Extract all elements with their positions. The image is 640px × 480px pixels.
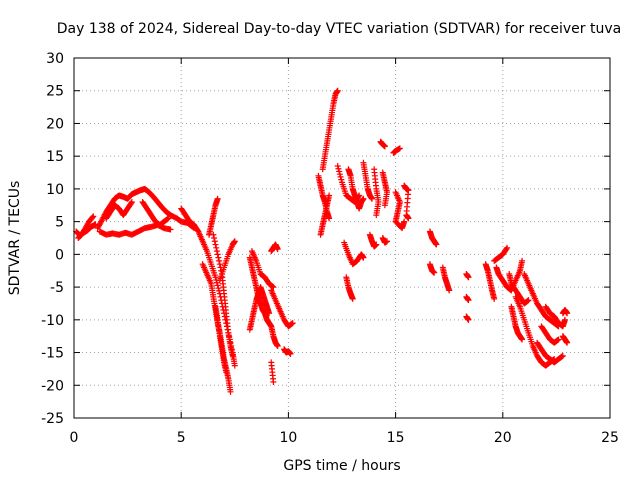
data-point-marker (229, 352, 236, 359)
data-point-marker (231, 362, 238, 369)
data-point-marker (433, 241, 440, 248)
data-point-marker (564, 339, 571, 346)
y-tick-label: 25 (46, 84, 64, 100)
y-tick-label: 30 (46, 51, 64, 67)
data-point-marker (338, 176, 345, 183)
data-point-marker (519, 336, 526, 343)
data-point-marker (369, 195, 376, 202)
data-point-marker (465, 274, 472, 281)
data-point-marker (216, 261, 223, 268)
data-point-marker (381, 202, 388, 209)
data-point-marker (336, 168, 343, 175)
data-point-marker (401, 218, 408, 225)
data-point-marker (555, 336, 562, 343)
y-tick-labels: 30 25 20 15 10 5 0 -5 -10 -15 -20 -25 (41, 51, 64, 427)
data-point-marker (504, 244, 511, 251)
data-point-marker (336, 171, 343, 178)
x-tick-label: 20 (494, 430, 512, 446)
x-axis-title: GPS time / hours (283, 458, 400, 474)
data-point-marker (360, 254, 367, 261)
data-point-marker (214, 282, 221, 289)
data-point-marker (326, 192, 333, 199)
y-tick-label: -20 (41, 378, 64, 394)
data-point-marker (167, 226, 174, 233)
data-point-marker (223, 369, 230, 376)
data-point-marker (211, 238, 218, 245)
gridlines (74, 58, 610, 418)
data-point-marker (381, 143, 388, 150)
data-point-marker (446, 287, 453, 294)
data-point-marker (396, 145, 403, 152)
data-point-marker (274, 246, 281, 253)
data-point-marker (503, 245, 510, 252)
data-point-marker (326, 215, 333, 222)
x-tick-label: 15 (387, 430, 405, 446)
plot-frame (73, 57, 611, 419)
data-point-marker (165, 215, 172, 222)
y-tick-label: 0 (55, 247, 64, 263)
data-point-marker (334, 87, 341, 94)
y-tick-label: -25 (41, 411, 64, 427)
data-point-marker (564, 310, 571, 317)
data-point-marker (360, 195, 367, 202)
y-tick-label: 5 (55, 215, 64, 231)
data-point-marker (559, 352, 566, 359)
data-point-marker (266, 310, 273, 317)
data-point-marker (211, 235, 218, 241)
data-point-marker (287, 350, 294, 357)
y-axis-title: SDTVAR / TECUs (7, 181, 23, 296)
y-tick-label: -10 (41, 313, 64, 329)
x-tick-label: 25 (601, 430, 619, 446)
data-point-marker (227, 388, 234, 395)
chart-title: Day 138 of 2024, Sidereal Day-to-day VTE… (57, 21, 621, 37)
data-point-marker (491, 295, 498, 302)
data-point-marker (212, 274, 219, 281)
x-tick-label: 0 (70, 430, 79, 446)
data-point-marker (214, 251, 221, 258)
data-point-marker (89, 214, 96, 221)
data-point-marker (270, 379, 277, 385)
data-point-marker (128, 200, 135, 207)
y-tick-label: 15 (46, 149, 64, 165)
y-tick-label: -15 (41, 346, 64, 362)
data-point-marker (334, 163, 341, 169)
data-point-marker (215, 285, 222, 292)
data-point-marker (210, 231, 217, 238)
data-point-marker (215, 254, 222, 261)
data-point-marker (373, 212, 380, 219)
data-point-marker (349, 295, 356, 302)
data-point-marker (335, 165, 342, 172)
data-point-marker (212, 241, 219, 248)
data-point-marker (384, 238, 391, 245)
data-point-marker (128, 199, 135, 205)
y-tick-label: 10 (46, 182, 64, 198)
data-point-marker (270, 284, 277, 291)
data-point-marker (465, 297, 472, 304)
data-point-marker (519, 257, 526, 264)
data-point-marker (231, 238, 238, 245)
data-point-marker (213, 248, 220, 255)
axis-ticks (73, 57, 611, 419)
data-points (73, 87, 571, 395)
data-point-marker (274, 343, 281, 349)
data-point-marker (561, 316, 568, 323)
data-point-marker (431, 269, 438, 276)
y-tick-label: 20 (46, 116, 64, 132)
data-point-marker (289, 320, 296, 327)
data-point-marker (465, 316, 472, 323)
data-point-marker (213, 244, 220, 251)
data-point-marker (525, 297, 532, 304)
x-tick-label: 10 (279, 430, 297, 446)
data-point-marker (90, 213, 97, 220)
data-point-marker (405, 215, 412, 222)
data-point-marker (216, 257, 223, 264)
x-tick-labels: 0 5 10 15 20 25 (70, 430, 619, 446)
y-tick-label: -5 (50, 280, 64, 296)
x-tick-label: 5 (177, 430, 186, 446)
data-point-marker (373, 241, 380, 248)
data-point-marker (337, 173, 344, 180)
data-point-marker (214, 195, 221, 202)
